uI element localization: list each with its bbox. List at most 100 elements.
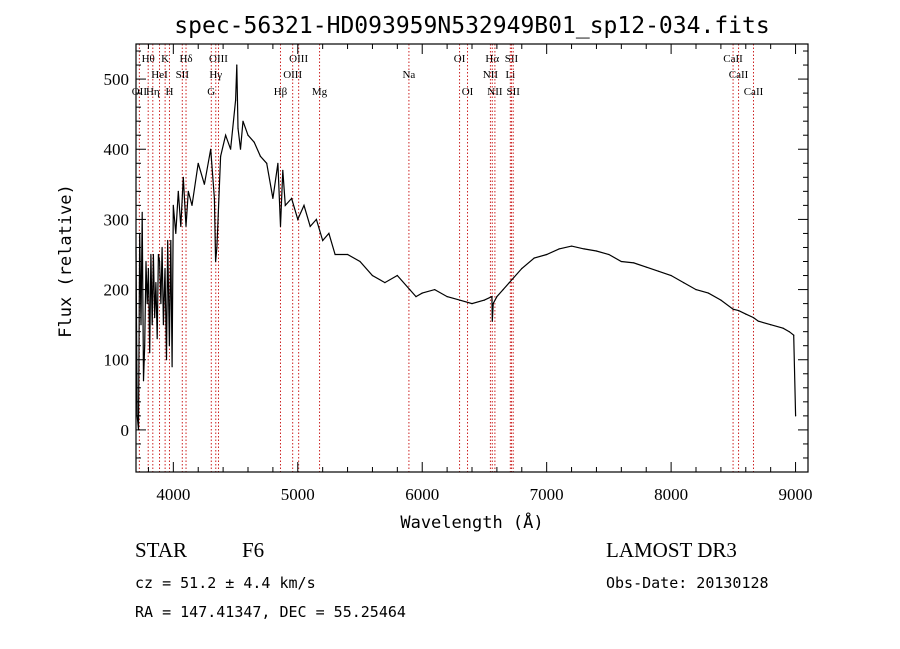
spectral-line-label: OIII bbox=[209, 53, 228, 65]
spectrum-point bbox=[168, 345, 170, 347]
spectral-line-label: SII bbox=[506, 86, 520, 98]
spectrum-point bbox=[707, 292, 710, 294]
spectrum-point bbox=[359, 260, 361, 263]
spectrum-point bbox=[235, 99, 237, 101]
spectrum-point bbox=[177, 190, 179, 192]
spectrum-point bbox=[154, 317, 156, 319]
x-tick-label: 4000 bbox=[156, 485, 190, 504]
spectrum-point bbox=[533, 257, 535, 259]
spectral-line-label: OI bbox=[454, 53, 466, 65]
spectrum-point bbox=[152, 253, 154, 256]
spectrum-point bbox=[167, 239, 169, 242]
spectral-line-label: OI bbox=[462, 86, 474, 98]
plot-axes bbox=[135, 43, 809, 473]
spectrum-point bbox=[145, 260, 147, 263]
x-tick-label: 9000 bbox=[779, 485, 813, 504]
object-subclass: F6 bbox=[242, 538, 265, 562]
spectral-line-label: K bbox=[161, 53, 169, 65]
spectrum-point bbox=[793, 334, 795, 336]
plot-frame bbox=[135, 43, 809, 473]
spectrum-point bbox=[146, 303, 148, 305]
spectral-line-label: Hη bbox=[146, 86, 160, 98]
spectral-line-label: Hθ bbox=[142, 53, 155, 65]
spectral-line-label: OIII bbox=[289, 53, 308, 65]
spectrum-point bbox=[328, 232, 330, 234]
x-tick-label: 6000 bbox=[405, 485, 439, 504]
spectrum-point bbox=[239, 148, 242, 150]
spectrum-point bbox=[247, 134, 249, 136]
spectral-line-label: SII bbox=[176, 69, 190, 81]
spectrum-point bbox=[583, 248, 585, 250]
spectrum-point bbox=[782, 327, 784, 329]
spectrum-point bbox=[210, 148, 212, 150]
spectrum-series bbox=[135, 64, 797, 431]
spectrum-point bbox=[216, 246, 218, 249]
spectrum-point bbox=[347, 253, 349, 256]
spectrum-point bbox=[170, 239, 172, 242]
spectrum-point bbox=[491, 320, 493, 322]
spectrum-point bbox=[203, 183, 205, 185]
spectrum-point bbox=[156, 338, 158, 340]
spectrum-point bbox=[165, 359, 168, 361]
spectral-line-label: Hβ bbox=[274, 86, 288, 98]
spectral-line-label: G bbox=[207, 86, 215, 98]
x-axis-label: Wavelength (Å) bbox=[400, 511, 543, 533]
spectral-line-label: Na bbox=[402, 69, 415, 81]
spectrum-point bbox=[315, 218, 317, 220]
chart-title: spec-56321-HD093959N532949B01_sp12-034.f… bbox=[174, 13, 769, 39]
spectrum-point bbox=[277, 162, 279, 164]
spectrum-point bbox=[322, 239, 324, 242]
y-tick-label: 400 bbox=[104, 140, 130, 159]
spectrum-point bbox=[620, 260, 622, 263]
spectrum-point bbox=[459, 299, 461, 301]
survey-name: LAMOST DR3 bbox=[606, 538, 737, 562]
spectrum-point bbox=[303, 204, 305, 206]
spectrum-point bbox=[162, 324, 164, 326]
spectrum-point bbox=[191, 204, 193, 206]
spectral-line-label: CaII bbox=[729, 69, 749, 81]
spectrum-point bbox=[187, 190, 189, 192]
spectrum-point bbox=[491, 296, 493, 298]
spectrum-point bbox=[266, 162, 268, 164]
spectrum-point bbox=[253, 141, 255, 143]
spectrum-point bbox=[409, 289, 411, 291]
spectrum-point bbox=[230, 148, 232, 150]
x-tick-label: 5000 bbox=[281, 485, 315, 504]
spectrum-point bbox=[213, 197, 215, 199]
y-axis-label: Flux (relative) bbox=[56, 184, 76, 338]
spectrum-point bbox=[141, 211, 143, 213]
spectrum-point bbox=[795, 415, 797, 417]
spectral-line-label: CaII bbox=[744, 86, 764, 98]
x-tick-label: 8000 bbox=[654, 485, 688, 504]
spectral-line-label: CaII bbox=[723, 53, 743, 65]
spectrum-point bbox=[142, 380, 145, 382]
spectrum-line-flux bbox=[135, 64, 797, 430]
spectrum-point bbox=[297, 218, 299, 220]
x-axis-ticks: 4000 5000 6000 7000 8000 9000 bbox=[147, 44, 813, 504]
spectrum-point bbox=[396, 274, 398, 277]
spectrum-point bbox=[770, 324, 772, 326]
spectrum-point bbox=[259, 155, 261, 157]
spectrum-point bbox=[732, 308, 734, 310]
spectrum-point bbox=[492, 303, 494, 305]
spectral-line-label: NII bbox=[483, 69, 499, 81]
y-tick-label: 500 bbox=[104, 70, 130, 89]
spectrum-point bbox=[151, 324, 153, 326]
spectral-line-label: HeI bbox=[151, 69, 168, 81]
spectrum-point bbox=[471, 303, 473, 305]
redshift-text: cz = 51.2 ± 4.4 km/s bbox=[135, 574, 316, 592]
spectral-line-label: Hδ bbox=[179, 53, 192, 65]
spectrum-point bbox=[508, 282, 510, 284]
spectral-line-label: SII bbox=[505, 53, 519, 65]
spectrum-point bbox=[546, 253, 548, 256]
spectral-line-label: OIII bbox=[283, 69, 302, 81]
spectrum-point bbox=[521, 267, 523, 270]
spectrum-point bbox=[571, 245, 573, 247]
spectrum-point bbox=[738, 310, 740, 312]
y-tick-label: 200 bbox=[104, 281, 130, 300]
y-tick-label: 300 bbox=[104, 210, 130, 229]
x-tick-label: 7000 bbox=[530, 485, 564, 504]
spectrum-point bbox=[284, 204, 286, 206]
observation-date: Obs-Date: 20130128 bbox=[606, 574, 769, 592]
spectrum-point bbox=[421, 292, 423, 294]
